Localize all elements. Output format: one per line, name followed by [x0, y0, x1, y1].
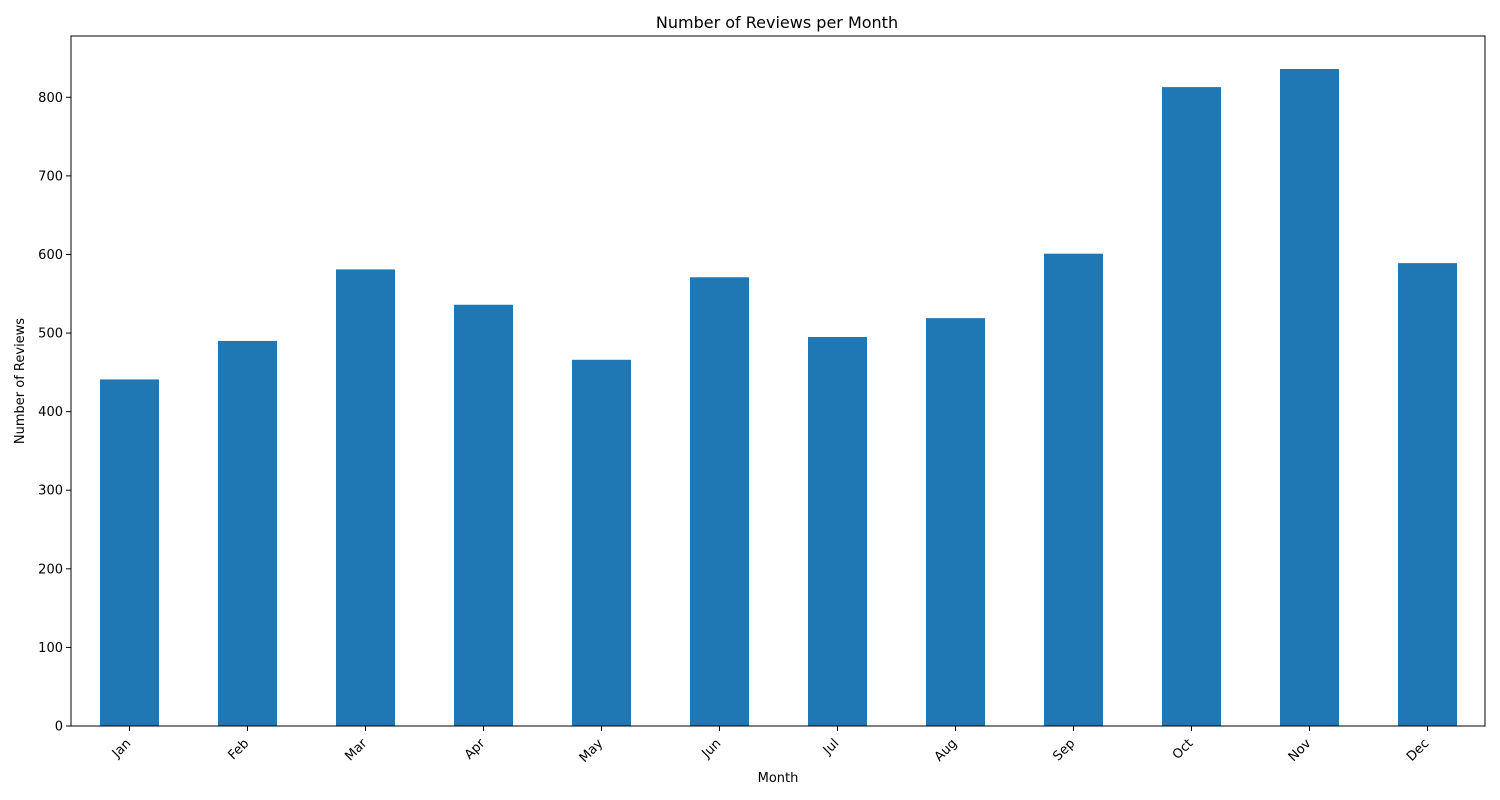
bar-dec — [1398, 263, 1457, 726]
y-tick-label: 100 — [38, 641, 63, 656]
y-tick-label: 0 — [55, 720, 63, 735]
bar-aug — [926, 318, 985, 726]
x-tick-label: Oct — [1170, 736, 1197, 763]
y-tick-label: 600 — [38, 248, 63, 263]
bar-may — [572, 359, 631, 726]
bars-group — [100, 69, 1457, 726]
bar-jun — [690, 277, 749, 726]
chart-title: Number of Reviews per Month — [656, 13, 898, 32]
y-axis-label: Number of Reviews — [13, 318, 28, 444]
bar-jul — [808, 336, 867, 726]
x-tick-label: Apr — [462, 736, 489, 763]
y-tick-label: 300 — [38, 484, 63, 499]
x-axis-label: Month — [758, 771, 799, 786]
y-tick-label: 700 — [38, 169, 63, 184]
y-axis-ticks: 0 100 200 300 400 500 600 700 800 — [38, 91, 71, 735]
bar-jan — [100, 379, 159, 726]
y-tick-label: 800 — [38, 91, 63, 106]
y-tick-label: 200 — [38, 562, 63, 577]
x-tick-label: Jul — [820, 736, 842, 758]
bar-apr — [454, 304, 513, 726]
bar-nov — [1280, 69, 1339, 726]
x-axis-ticks: Jan Feb Mar Apr May Jun Jul Aug Sep Oct Nov Dec — [109, 726, 1432, 766]
y-tick-label: 400 — [38, 405, 63, 420]
x-tick-label: Sep — [1050, 736, 1078, 764]
x-tick-label: Dec — [1404, 736, 1432, 764]
x-tick-label: Nov — [1286, 736, 1315, 765]
y-tick-label: 500 — [38, 327, 63, 342]
x-tick-label: Feb — [225, 736, 252, 763]
x-tick-label: May — [577, 736, 607, 766]
x-tick-label: Jan — [109, 736, 134, 761]
bar-mar — [336, 269, 395, 726]
x-tick-label: Jun — [699, 736, 725, 762]
bar-sep — [1044, 253, 1103, 726]
bar-oct — [1162, 87, 1221, 726]
x-tick-label: Aug — [932, 736, 961, 765]
bar-feb — [218, 340, 277, 726]
plot-frame — [70, 35, 1486, 727]
x-tick-label: Mar — [342, 736, 370, 764]
